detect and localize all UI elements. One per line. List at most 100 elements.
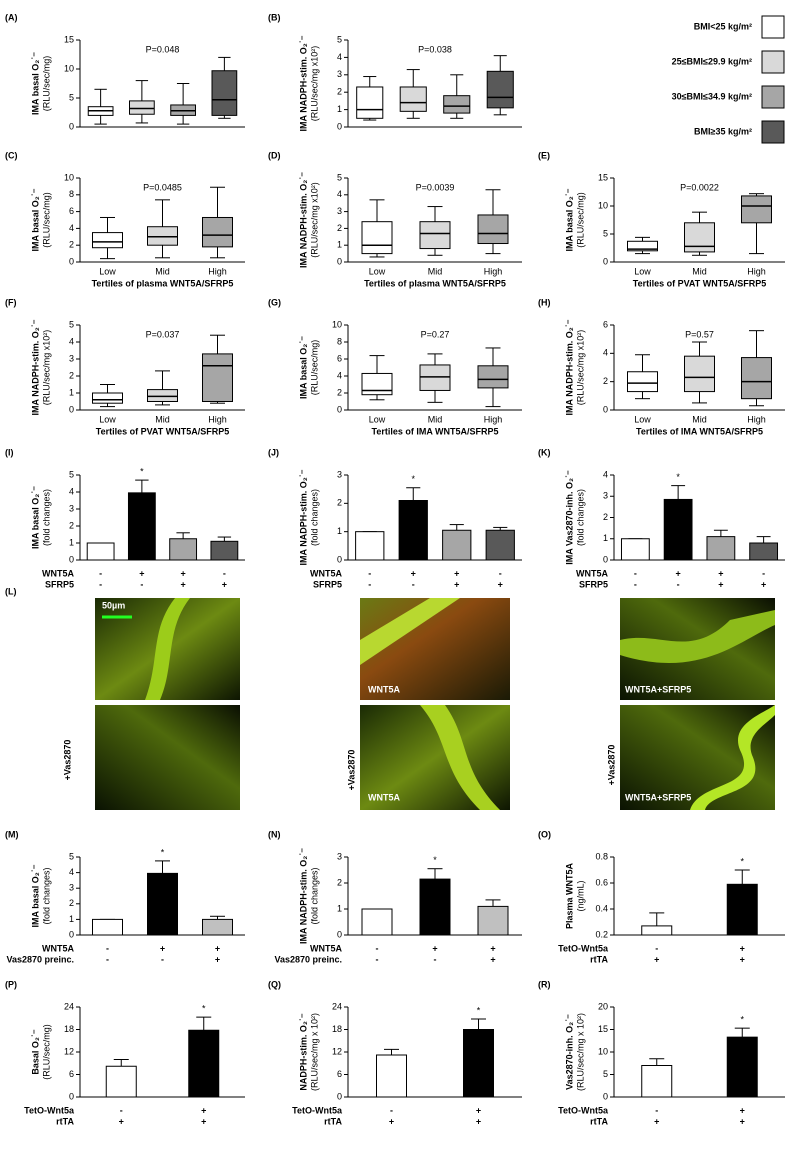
x-axis-title: Tertiles of plasma WNT5A/SFRP5 <box>364 278 506 288</box>
y-axis-unit: (RLU/sec/mg x10²) <box>309 46 319 122</box>
condition-sign: - <box>99 579 102 589</box>
bar <box>105 1065 137 1098</box>
condition-name: SFRP5 <box>313 579 342 589</box>
bar <box>663 498 693 561</box>
condition-name: WNT5A <box>310 568 342 578</box>
condition-sign: + <box>119 1116 124 1126</box>
y-tick-label: 4 <box>337 370 342 380</box>
box <box>147 226 178 246</box>
y-axis-title: IMA basal O₂˙⁻ <box>564 188 574 251</box>
condition-sign: + <box>139 568 144 578</box>
y-tick-label: 3 <box>69 503 74 513</box>
annotation: P=0.57 <box>685 329 714 339</box>
condition-name: TetO-Wnt5a <box>24 1105 75 1115</box>
condition-name: WNT5A <box>310 943 342 953</box>
condition-sign: + <box>454 579 459 589</box>
condition-sign: + <box>476 1105 481 1115</box>
y-axis-unit: (fold changes) <box>41 867 51 924</box>
panel-label: (J) <box>268 447 279 457</box>
box <box>356 86 384 119</box>
bar <box>147 872 178 936</box>
significance: * <box>477 1005 481 1015</box>
micrograph <box>360 598 510 700</box>
x-tick-label: Mid <box>155 266 170 276</box>
y-axis-title: IMA NADPH-stim. O₂˙⁻ <box>298 35 308 131</box>
box <box>684 222 715 253</box>
x-axis-title: Tertiles of PVAT WNT5A/SFRP5 <box>633 278 767 288</box>
y-tick-label: 4 <box>69 486 74 496</box>
condition-sign: - <box>634 579 637 589</box>
condition-sign: - <box>677 579 680 589</box>
condition-sign: - <box>762 568 765 578</box>
significance: * <box>676 472 680 482</box>
panel-label: (F) <box>5 297 17 307</box>
y-tick-label: 3 <box>337 69 342 79</box>
scale-label: 50µm <box>102 600 125 610</box>
box <box>419 364 451 391</box>
bar <box>398 500 428 561</box>
y-tick-label: 5 <box>69 92 74 102</box>
condition-sign: + <box>718 568 723 578</box>
bar <box>419 878 451 936</box>
y-tick-label: 0.2 <box>595 929 608 939</box>
y-tick-label: 12 <box>64 1046 74 1056</box>
box <box>486 70 514 109</box>
y-axis-unit: (RLU/sec/mg x 10²) <box>575 1013 585 1091</box>
condition-name: WNT5A <box>42 568 74 578</box>
box <box>477 365 509 389</box>
annotation: P=0.0022 <box>680 182 719 192</box>
y-axis-unit: (RLU/sec/mg) <box>309 340 319 396</box>
condition-sign: - <box>655 1105 658 1115</box>
y-tick-label: 6 <box>69 1069 74 1079</box>
y-tick-label: 1 <box>337 240 342 250</box>
bar <box>355 531 385 561</box>
y-axis-unit: (ng/mL) <box>575 880 585 911</box>
y-tick-label: 24 <box>64 1001 74 1011</box>
y-tick-label: 10 <box>64 172 74 182</box>
y-axis-title: IMA NADPH-stim. O₂˙⁻ <box>30 319 40 415</box>
bar <box>749 542 779 561</box>
y-tick-label: 15 <box>598 1024 608 1034</box>
x-axis-title: Tertiles of IMA WNT5A/SFRP5 <box>371 426 498 436</box>
y-tick-label: 2 <box>337 223 342 233</box>
x-tick-label: Low <box>634 266 651 276</box>
x-tick-label: Mid <box>428 266 443 276</box>
panel-label: (D) <box>268 150 281 160</box>
y-axis-title: IMA basal O₂˙⁻ <box>30 486 40 549</box>
y-tick-label: 0 <box>603 404 608 414</box>
significance: * <box>740 856 744 866</box>
condition-sign: - <box>634 568 637 578</box>
bar <box>169 538 198 561</box>
y-tick-label: 2 <box>69 898 74 908</box>
micrograph-label: WNT5A <box>368 684 400 694</box>
bar <box>376 1054 407 1098</box>
bar <box>92 918 123 936</box>
condition-sign: - <box>161 954 164 964</box>
tissue-edge <box>420 705 500 810</box>
y-tick-label: 0 <box>603 256 608 266</box>
condition-sign: - <box>376 954 379 964</box>
y-tick-label: 0.8 <box>595 851 608 861</box>
y-axis-title: Basal O₂˙⁻ <box>30 1029 40 1075</box>
condition-sign: - <box>223 568 226 578</box>
panel-label: (M) <box>5 829 19 839</box>
legend-label: BMI<25 kg/m² <box>694 21 752 31</box>
y-tick-label: 0 <box>603 554 608 564</box>
significance: * <box>411 474 415 484</box>
y-tick-label: 0.6 <box>595 877 608 887</box>
bar <box>188 1029 220 1098</box>
condition-name: Vas2870 preinc. <box>6 954 74 964</box>
condition-name: TetO-Wnt5a <box>558 943 609 953</box>
y-tick-label: 4 <box>69 223 74 233</box>
condition-sign: + <box>222 579 227 589</box>
panel-label: (P) <box>5 979 17 989</box>
condition-sign: + <box>740 1105 745 1115</box>
y-tick-label: 0 <box>337 1091 342 1101</box>
panel-label: (A) <box>5 12 18 22</box>
y-tick-label: 8 <box>337 336 342 346</box>
y-tick-label: 6 <box>337 353 342 363</box>
tissue-edge <box>690 705 775 810</box>
condition-sign: + <box>718 579 723 589</box>
box <box>129 100 155 115</box>
panel-label: (I) <box>5 447 14 457</box>
